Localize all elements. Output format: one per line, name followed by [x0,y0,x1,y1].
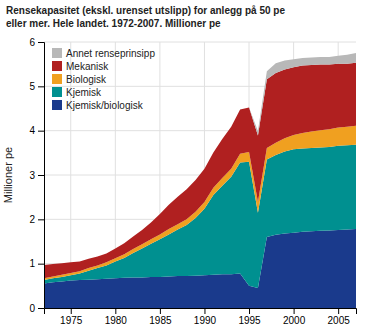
y-axis-tick: 0 [29,303,44,314]
y-axis-tick: 5 [29,81,44,92]
x-axis-tick-label: 1995 [238,315,261,326]
legend-swatch [52,100,62,110]
x-axis-tick: 1990 [194,308,217,326]
legend-item: Biologisk [52,74,107,85]
y-axis-tick-mark [38,308,44,309]
legend-swatch [52,87,62,97]
y-axis-tick-label: 2 [29,214,35,225]
x-axis-tick-mark [204,308,205,314]
legend-label: Kjemisk [66,87,102,98]
chart-container: Rensekapasitet (ekskl. urenset utslipp) … [0,0,370,334]
legend-label: Mekanisk [66,61,109,72]
legend-swatch [52,74,62,84]
x-axis-tick-label: 2000 [283,315,306,326]
legend-label: Kjemisk/biologisk [66,100,144,111]
x-axis-tick: 2005 [328,308,351,326]
x-axis-tick: 1980 [105,308,128,326]
x-axis-domain [45,309,357,315]
x-axis: 1975 1980 1985 1990 1995 2000 2005 [45,308,357,326]
y-axis-tick-label: 3 [29,170,35,181]
x-axis-tick-mark [115,308,116,314]
x-axis-tick-mark [294,308,295,314]
title-line: eller mer. Hele landet. 1972-2007. Milli… [6,18,221,29]
y-axis-tick-label: 0 [29,303,35,314]
y-axis-tick-mark [38,175,44,176]
y-axis-tick-mark [38,86,44,87]
x-axis-tick-label: 1985 [149,315,172,326]
y-axis: 0 1 2 3 4 5 6 [29,37,44,314]
legend-swatch [52,61,62,71]
area [44,63,356,278]
y-axis-tick: 3 [29,170,44,181]
legend: Annet renseprinsipp Mekanisk Biologisk Kjem… [52,48,155,111]
legend-swatch [52,48,62,58]
y-axis-tick-label: 6 [29,37,35,48]
y-axis-tick: 4 [29,125,44,136]
legend-item: Annet renseprinsipp [52,48,155,59]
y-axis-tick: 2 [29,214,44,225]
x-axis-tick-mark [71,308,72,314]
areas [44,53,356,308]
y-axis-tick: 6 [29,37,44,48]
title-line: Rensekapasitet (ekskl. urenset utslipp) … [6,5,285,16]
legend-label: Annet renseprinsipp [66,48,155,59]
y-axis-title: Millioner pe [2,147,14,203]
plot: 1975 1980 1985 1990 1995 2000 2005 0 1 2 3 4 5 6 Annet… [29,37,356,326]
y-axis-tick-label: 4 [29,125,35,136]
y-axis-tick-mark [38,219,44,220]
chart: Rensekapasitet (ekskl. urenset utslipp) … [0,0,370,334]
y-axis-tick-label: 5 [29,81,35,92]
x-axis-tick-label: 1980 [105,315,128,326]
x-axis-tick: 1975 [60,308,83,326]
area [44,53,356,265]
title: Rensekapasitet (ekskl. urenset utslipp) … [6,5,285,29]
y-axis-tick: 1 [29,258,44,269]
y-axis-tick-mark [38,264,44,265]
x-axis-tick: 1985 [149,308,172,326]
x-axis-tick-mark [249,308,250,314]
grid-line-y [44,42,356,43]
x-axis-tick-label: 1975 [60,315,83,326]
x-axis-tick-label: 1990 [194,315,217,326]
legend-label: Biologisk [66,74,107,85]
legend-item: Mekanisk [52,61,109,72]
y-axis-tick-label: 1 [29,258,35,269]
x-axis-tick-mark [338,308,339,314]
grid [44,42,356,308]
y-axis-domain [38,43,45,309]
x-axis-tick: 1995 [238,308,261,326]
legend-item: Kjemisk/biologisk [52,100,144,111]
x-axis-tick: 2000 [283,308,306,326]
y-axis-tick-mark [38,42,44,43]
x-axis-tick-mark [160,308,161,314]
y-axis-tick-mark [38,131,44,132]
legend-item: Kjemisk [52,87,102,98]
x-axis-tick-label: 2005 [328,315,351,326]
